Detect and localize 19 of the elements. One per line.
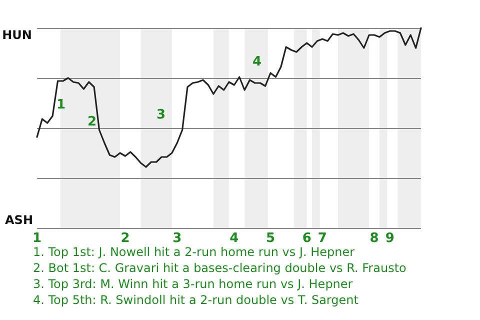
annotation: 2 — [87, 114, 97, 130]
x-tick-label: 1 — [32, 231, 42, 246]
text: HUN — [2, 28, 32, 42]
text: 3. Top 3rd: M. Winn hit a 3-run home run vs J. Hepner — [33, 277, 353, 291]
annotation: 4 — [252, 54, 262, 70]
x-tick-label: 3 — [172, 231, 182, 246]
text: 1. Top 1st: J. Nowell hit a 2-run home run vs J. Hepner — [33, 245, 355, 259]
annotation: 1 — [56, 98, 66, 112]
x-tick-label: 7 — [318, 231, 327, 246]
x-tick-label: 2 — [120, 231, 130, 246]
text: ASH — [5, 213, 33, 227]
x-tick-label: 6 — [302, 231, 312, 246]
x-tick-label: 9 — [385, 231, 394, 246]
x-tick-label: 5 — [266, 231, 276, 246]
text: 2. Bot 1st: C. Gravari hit a bases-clearing double vs R. Frausto — [33, 261, 406, 275]
annotation: 3 — [156, 108, 166, 122]
x-tick-label: 4 — [230, 231, 239, 246]
text: 4. Top 5th: R. Swindoll hit a 2-run double vs T. Sargent — [33, 293, 359, 307]
x-tick-label: 8 — [370, 231, 379, 246]
